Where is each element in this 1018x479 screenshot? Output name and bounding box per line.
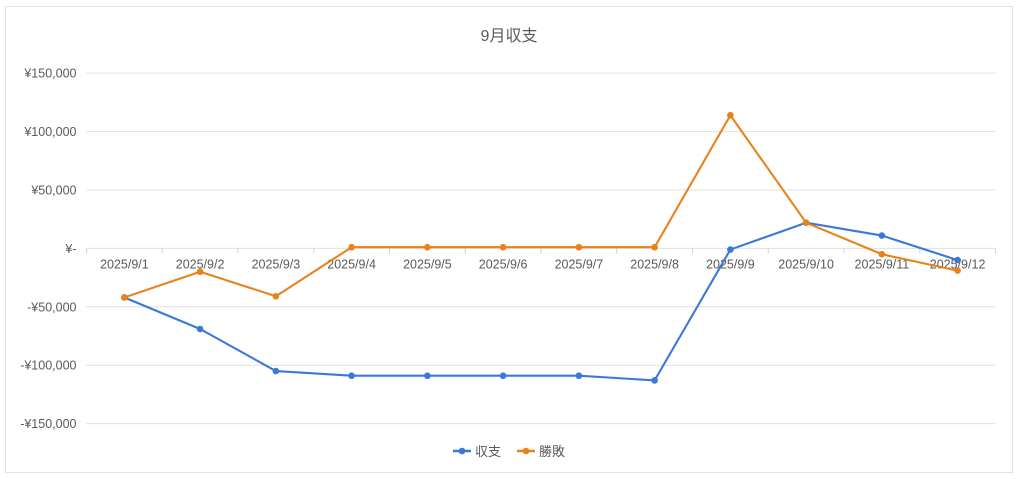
svg-text:¥150,000: ¥150,000 (23, 67, 76, 81)
svg-text:¥50,000: ¥50,000 (30, 183, 76, 197)
svg-text:2025/9/6: 2025/9/6 (479, 257, 528, 271)
svg-text:2025/9/8: 2025/9/8 (630, 257, 679, 271)
svg-text:¥-: ¥- (64, 242, 76, 256)
svg-text:2025/9/1: 2025/9/1 (100, 257, 149, 271)
svg-text:-¥100,000: -¥100,000 (20, 359, 76, 373)
svg-text:-¥50,000: -¥50,000 (27, 300, 76, 314)
svg-text:¥100,000: ¥100,000 (23, 125, 76, 139)
svg-text:2025/9/5: 2025/9/5 (403, 257, 452, 271)
svg-text:2025/9/11: 2025/9/11 (855, 257, 910, 271)
svg-text:2025/9/7: 2025/9/7 (555, 257, 604, 271)
svg-text:2025/9/3: 2025/9/3 (252, 257, 301, 271)
svg-text:2025/9/10: 2025/9/10 (778, 257, 834, 271)
svg-text:2025/9/9: 2025/9/9 (706, 257, 755, 271)
svg-text:-¥150,000: -¥150,000 (20, 417, 76, 431)
